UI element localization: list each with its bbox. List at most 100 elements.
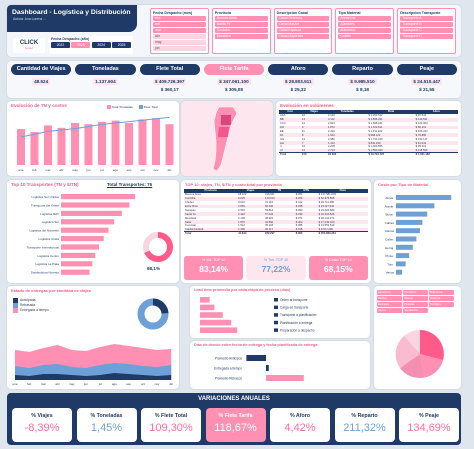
evo-month-label: nov bbox=[154, 168, 159, 172]
title-bar: Dashboard - Logística y Distribución Aut… bbox=[7, 5, 137, 32]
evo-bar bbox=[57, 127, 66, 165]
evo-line bbox=[20, 116, 170, 138]
slicer-item[interactable]: Transporte B bbox=[400, 22, 453, 27]
top-transport-bar bbox=[61, 269, 90, 275]
lead-time-stage-label: Orden al transporte bbox=[280, 298, 308, 302]
table-total-cell: $ 360 bbox=[294, 231, 318, 236]
slicer-item[interactable]: Abrasivos bbox=[338, 16, 392, 21]
table-total-row: Total 106 23.392 $ 13.794.723 $ 1.021.182 bbox=[279, 152, 458, 157]
table-cell: $ 61.044 bbox=[414, 141, 458, 146]
slicer-item[interactable]: Santa Fe bbox=[214, 22, 268, 27]
year-2024-button[interactable]: 2024 bbox=[91, 42, 111, 48]
table-cell: 18.163 bbox=[238, 193, 247, 197]
table-cell: 1.876 bbox=[237, 220, 264, 225]
table-row: Córdoba 6.025 143.103 $ 366 $ 52.375.698 bbox=[184, 196, 368, 201]
slicer-item[interactable]: Córdoba bbox=[214, 28, 268, 33]
pie-legend-item[interactable]: Abrasivos bbox=[377, 290, 402, 295]
slicer-item[interactable]: ene bbox=[153, 16, 206, 21]
year-2022-button[interactable]: 2022 bbox=[51, 42, 70, 48]
table-cell: $ 18.142.271 bbox=[318, 216, 335, 220]
slicer-item[interactable]: Buenos Aires bbox=[214, 16, 268, 21]
material-label: Clavos bbox=[385, 229, 395, 233]
slicer-item[interactable]: jun bbox=[153, 46, 206, 51]
table-total-cell: Total bbox=[279, 152, 301, 157]
slicer-item[interactable]: may bbox=[153, 40, 206, 45]
table-cell: BB bbox=[279, 117, 301, 122]
lead-time-stage-label: Preparación a despacho bbox=[280, 328, 315, 332]
delivery-month-label: jul bbox=[98, 382, 102, 386]
variation-card: % Flete Total 109,30% bbox=[141, 408, 201, 442]
kpi-value: 1.137.604 bbox=[93, 78, 118, 85]
slicer-item[interactable]: mar bbox=[153, 28, 206, 33]
slicer-item[interactable]: Mendoza bbox=[214, 34, 268, 39]
evo-bar bbox=[30, 132, 39, 165]
material-label: Varios bbox=[386, 271, 395, 275]
material-label: Abras. bbox=[385, 196, 394, 200]
variation-card: % Toneladas 1,45% bbox=[76, 408, 137, 442]
pie-legend-item[interactable]: Tornillos bbox=[429, 302, 454, 307]
evo-month-label: ene bbox=[18, 168, 23, 172]
kpi-value-per-tn: $ 8,18 bbox=[356, 87, 369, 92]
material-label: Bulon. bbox=[385, 213, 394, 217]
evo-month-label: feb bbox=[32, 168, 37, 172]
table-cell: $ 29.711.380 bbox=[318, 201, 335, 205]
argentina-map bbox=[212, 106, 238, 172]
table-cell: 2.540 bbox=[238, 208, 245, 212]
slicer-item[interactable]: Transporte D bbox=[400, 34, 453, 39]
table-cell: Capital Federal bbox=[184, 227, 238, 232]
slicer-item[interactable]: Transporte A bbox=[400, 16, 453, 21]
evo-bar bbox=[84, 124, 93, 165]
slicer-item[interactable]: feb bbox=[153, 22, 206, 27]
dashboard-subtitle: Autora: Ana Lorena ... bbox=[13, 17, 46, 21]
pie-legend-item[interactable]: Alambres bbox=[403, 290, 428, 295]
slicer-title: Descripcion Transporte bbox=[400, 11, 441, 15]
pie-legend-item[interactable]: Bulonería bbox=[429, 290, 454, 295]
kpi-card: Peaje $ 24.510.447 $ 21,55 bbox=[396, 64, 457, 92]
table-cell: $ 998.122 bbox=[367, 133, 415, 138]
table-cell: 1.410 bbox=[327, 141, 368, 146]
kpi-label: Toneladas bbox=[75, 64, 136, 75]
slicer-item[interactable]: abr bbox=[153, 34, 206, 39]
evo-bar bbox=[71, 123, 79, 165]
kpi-value-per-tn: $ 25,32 bbox=[290, 87, 306, 92]
table-cell: $ 318 bbox=[294, 227, 318, 232]
slicer-item[interactable]: Canal Especial bbox=[276, 28, 330, 33]
pie-legend-item[interactable]: Cañería bbox=[429, 296, 454, 301]
slicer-item[interactable]: Canal Gerencia bbox=[276, 16, 330, 21]
slicer-item[interactable]: Alambres bbox=[338, 22, 392, 27]
table-cell: 10 bbox=[302, 114, 305, 118]
slicer-item[interactable]: Bulonería bbox=[338, 28, 392, 33]
delay-row-label: Promedio Retrasos bbox=[215, 377, 243, 381]
lead-time-legend-swatch bbox=[274, 298, 278, 302]
delivery-month-label: mar bbox=[41, 382, 46, 386]
variation-card: % Viajes -8,39% bbox=[12, 408, 72, 442]
pie-legend-item[interactable]: Ventilación bbox=[403, 308, 428, 313]
material-bar bbox=[396, 195, 452, 200]
pct-kpi-card: % Tns. TOP 10 77,22% bbox=[246, 256, 306, 280]
table-cell: Santa Fe bbox=[184, 212, 238, 217]
delivery-month-label: oct bbox=[141, 382, 145, 386]
pie-legend-item[interactable]: Clavos bbox=[403, 296, 428, 301]
delivery-title: Estado de entregas por cantidad de viaje… bbox=[11, 288, 92, 293]
kpi-card: Reparto $ 9.985.510 $ 8,18 bbox=[332, 64, 393, 92]
year-2025-button[interactable]: 2025 bbox=[112, 42, 131, 48]
pie-legend-item[interactable]: Cables bbox=[377, 296, 402, 301]
slicer-item[interactable]: Transporte C bbox=[400, 28, 453, 33]
table-cell: $ 371 bbox=[295, 216, 303, 220]
slicer-item[interactable]: Cables bbox=[338, 34, 392, 39]
evo-month-label: dic bbox=[168, 168, 172, 172]
slicer-item[interactable]: Canal Masivo bbox=[276, 22, 330, 27]
table-cell: Mendoza bbox=[185, 216, 197, 220]
material-bar bbox=[396, 228, 420, 234]
slicer-item[interactable]: Canal Mayorista bbox=[276, 34, 330, 39]
table-cell: 2.856 bbox=[237, 204, 264, 209]
table-cell: 2.410 bbox=[328, 129, 335, 133]
pie-legend-item[interactable]: Varios bbox=[377, 308, 402, 313]
table-cell: 3.112 bbox=[327, 117, 368, 122]
year-2023-button[interactable]: 2023 bbox=[71, 42, 91, 48]
lead-time-title: Lead time promedio por cada etapa de pro… bbox=[194, 288, 291, 292]
pie-legend-item[interactable]: Pinturas bbox=[403, 302, 428, 307]
table-cell: II bbox=[280, 145, 282, 149]
pie-legend-item[interactable]: Herrajes bbox=[377, 302, 402, 307]
lead-time-bar bbox=[200, 327, 238, 333]
